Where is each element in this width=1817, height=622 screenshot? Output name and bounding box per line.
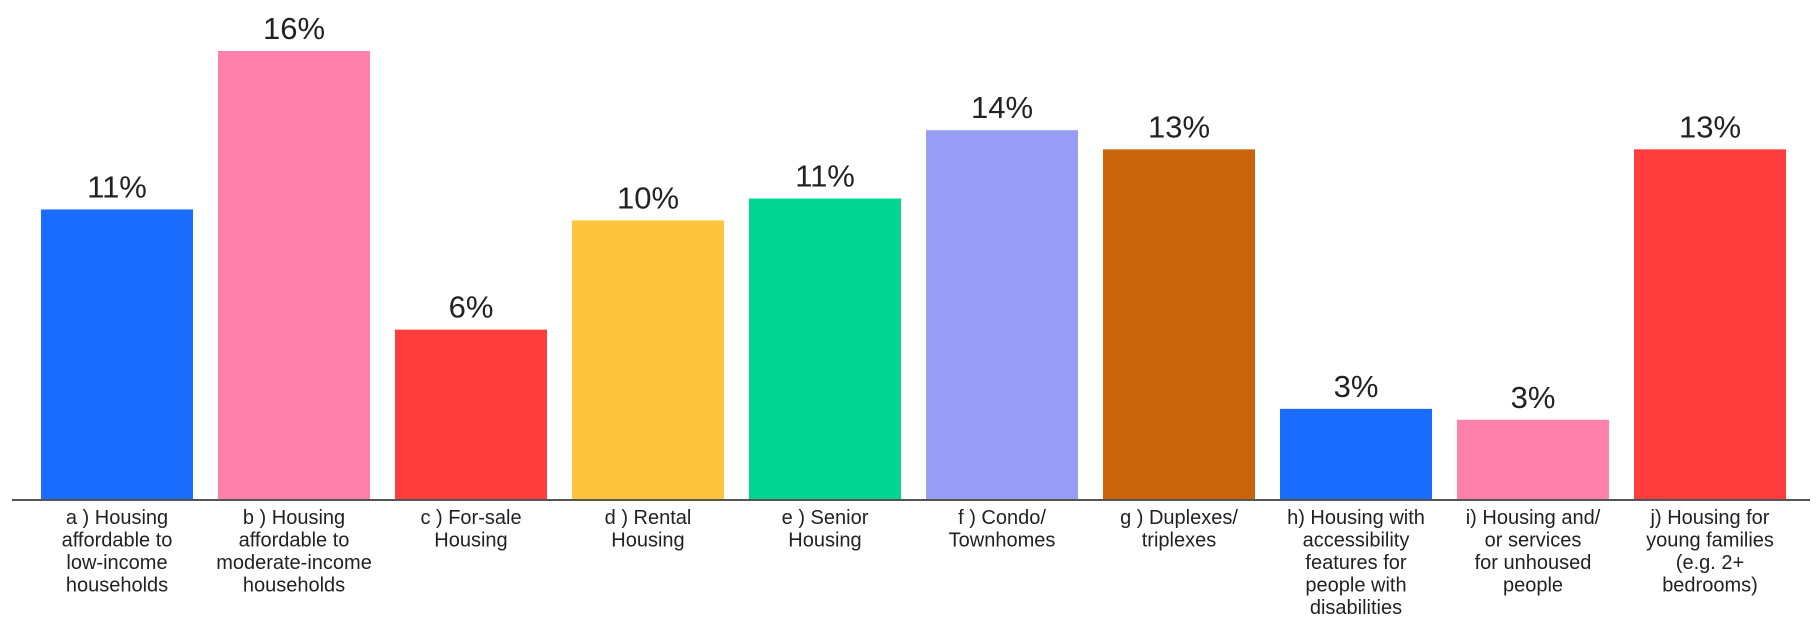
bar bbox=[1103, 149, 1255, 499]
value-label: 11% bbox=[87, 169, 147, 204]
bar bbox=[926, 130, 1078, 499]
x-tick-label: households bbox=[66, 575, 168, 597]
value-label: 14% bbox=[971, 90, 1033, 125]
x-tick-label: h) Housing with bbox=[1287, 507, 1425, 529]
x-tick-label: bedrooms) bbox=[1662, 575, 1758, 597]
x-tick-label: for unhoused bbox=[1475, 552, 1592, 574]
value-label: 3% bbox=[1511, 380, 1556, 415]
x-tick-label: j) Housing for bbox=[1650, 507, 1770, 529]
x-tick-label: c ) For-sale bbox=[420, 507, 521, 529]
value-label: 11% bbox=[795, 159, 855, 194]
value-label: 3% bbox=[1334, 369, 1379, 404]
x-tick-label: Housing bbox=[434, 530, 507, 552]
x-tick-label: i) Housing and/ bbox=[1466, 507, 1601, 529]
x-tick-label: young families bbox=[1646, 530, 1774, 552]
x-tick-label: triplexes bbox=[1142, 530, 1216, 552]
x-tick-label: low-income bbox=[66, 552, 167, 574]
bar bbox=[218, 51, 370, 499]
bar bbox=[41, 209, 193, 499]
value-label: 6% bbox=[449, 290, 494, 325]
x-tick-label: e ) Senior bbox=[782, 507, 869, 529]
x-tick-label: Townhomes bbox=[949, 530, 1056, 552]
x-tick-label: affordable to bbox=[62, 530, 173, 552]
x-tick-label: a ) Housing bbox=[66, 507, 168, 529]
x-tick-label: Housing bbox=[611, 530, 684, 552]
x-tick-label: f ) Condo/ bbox=[958, 507, 1046, 529]
x-tick-label: features for bbox=[1305, 552, 1407, 574]
value-label: 13% bbox=[1148, 109, 1210, 144]
bar bbox=[572, 220, 724, 500]
bar bbox=[395, 329, 547, 499]
value-label: 13% bbox=[1679, 109, 1741, 144]
x-tick-label: affordable to bbox=[239, 530, 350, 552]
x-tick-label: disabilities bbox=[1310, 597, 1402, 619]
bar bbox=[1280, 408, 1432, 499]
x-tick-label: d ) Rental bbox=[605, 507, 692, 529]
x-tick-label: or services bbox=[1485, 530, 1582, 552]
value-label: 10% bbox=[617, 180, 679, 215]
x-tick-label: accessibility bbox=[1303, 530, 1410, 552]
x-tick-label: Housing bbox=[788, 530, 861, 552]
x-tick-label: moderate-income bbox=[216, 552, 372, 574]
bar bbox=[1634, 149, 1786, 499]
x-tick-label: people bbox=[1503, 575, 1563, 597]
bar bbox=[749, 198, 901, 499]
x-tick-label: b ) Housing bbox=[243, 507, 345, 529]
x-tick-label: (e.g. 2+ bbox=[1676, 552, 1744, 574]
bar bbox=[1457, 419, 1609, 499]
value-label: 16% bbox=[263, 11, 325, 46]
x-tick-label: households bbox=[243, 575, 345, 597]
x-tick-label: g ) Duplexes/ bbox=[1120, 507, 1238, 529]
x-tick-label: people with bbox=[1305, 575, 1406, 597]
